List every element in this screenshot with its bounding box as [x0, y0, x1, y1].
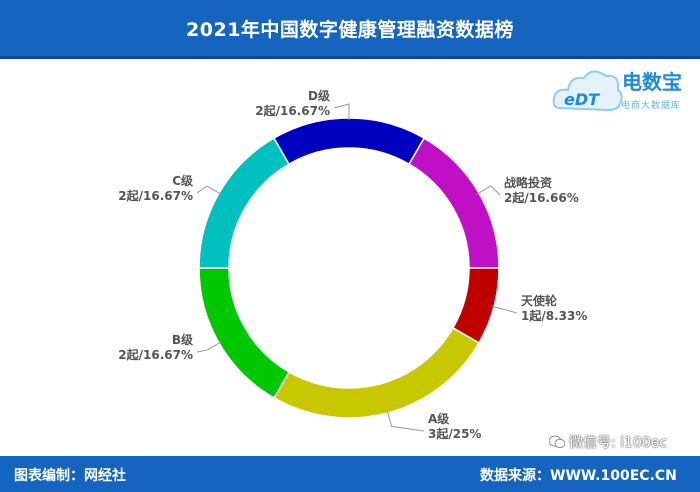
slice-5	[272, 117, 426, 166]
slice-value-2: 3起/25%	[428, 426, 481, 441]
slice-value-1: 1起/8.33%	[521, 308, 587, 323]
leader-line-3	[196, 341, 222, 353]
wechat-id: 微信号: i100ec	[569, 435, 668, 451]
wechat-icon	[549, 435, 565, 449]
slice-name-5: D级	[308, 88, 330, 103]
logo-cloud-icon: eDT	[552, 70, 623, 112]
slice-2	[273, 326, 480, 419]
slice-4	[198, 137, 291, 269]
slice-value-5: 2起/16.67%	[255, 103, 330, 118]
leader-line-0	[476, 185, 501, 196]
leader-line-5	[333, 103, 350, 121]
leader-line-2	[386, 410, 425, 432]
chart-title-bar: 2021年中国数字健康管理融资数据榜	[0, 0, 700, 56]
slice-0	[407, 137, 500, 269]
footer-source: 数据来源：WWW.100EC.CN	[480, 468, 677, 484]
footer-compiler: 图表编制：网经社	[14, 468, 126, 484]
leader-line-1	[491, 305, 518, 314]
logo-mark: eDT	[564, 90, 600, 109]
logo-name: 电数宝	[622, 70, 682, 94]
slice-value-0: 2起/16.66%	[504, 190, 579, 205]
chart-title: 2021年中国数字健康管理融资数据榜	[186, 18, 514, 41]
slice-name-1: 天使轮	[521, 293, 558, 308]
slice-name-2: A级	[428, 411, 449, 426]
slice-value-4: 2起/16.67%	[118, 188, 193, 203]
logo-subtitle: 电商大数据库	[621, 101, 682, 111]
leader-line-4	[196, 185, 222, 195]
donut-chart: 战略投资2起/16.66%天使轮1起/8.33%A级3起/25%B级2起/16.…	[118, 88, 587, 441]
slice-3	[198, 267, 291, 399]
wechat-watermark: 微信号: i100ec	[549, 432, 667, 452]
footer-bar: 图表编制：网经社 数据来源：WWW.100EC.CN	[0, 456, 700, 492]
slice-name-4: C级	[172, 173, 193, 188]
header-divider	[0, 56, 700, 59]
slice-name-3: B级	[172, 332, 193, 347]
slice-value-3: 2起/16.67%	[118, 347, 193, 362]
slice-name-0: 战略投资	[504, 175, 552, 190]
